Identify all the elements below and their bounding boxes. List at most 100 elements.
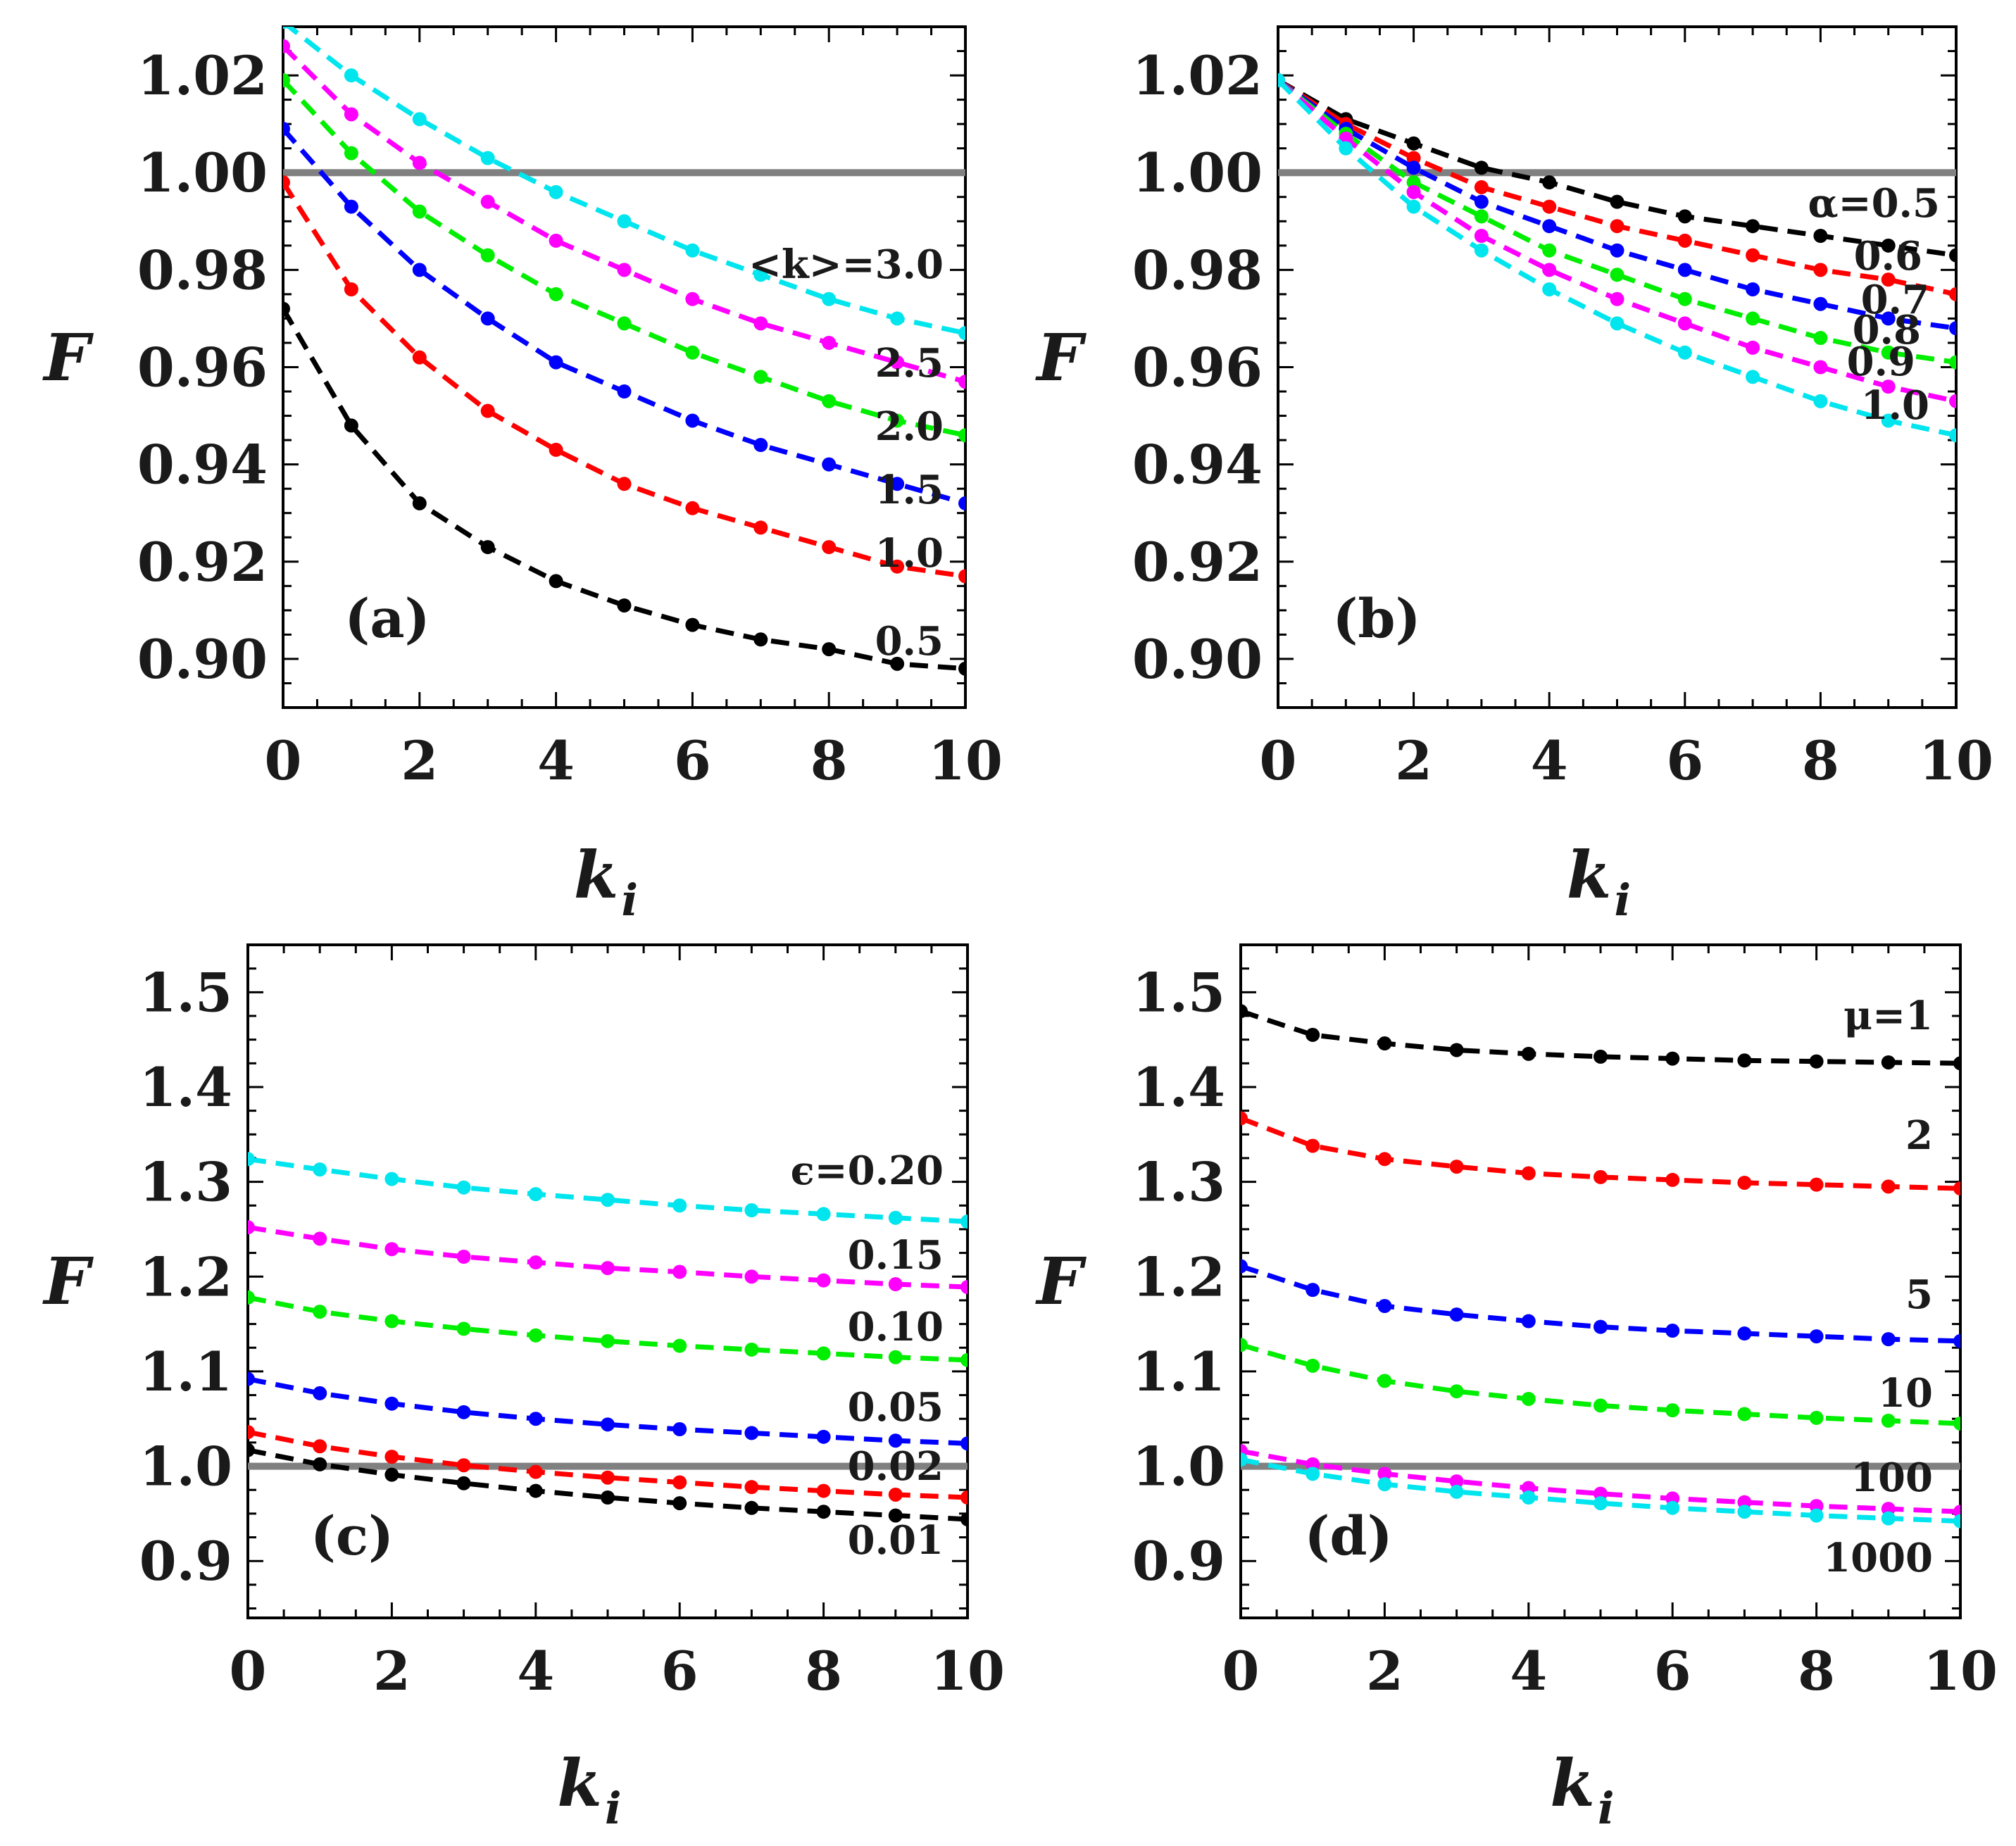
data-point bbox=[1449, 1160, 1464, 1174]
data-point bbox=[617, 384, 632, 399]
data-point bbox=[1953, 1056, 1960, 1071]
series-line bbox=[248, 1156, 968, 1224]
data-point bbox=[1474, 229, 1489, 244]
data-point bbox=[960, 1512, 968, 1526]
data-point bbox=[958, 428, 965, 443]
y-tick-label: 1.00 bbox=[137, 142, 268, 204]
x-tick-label: 2 bbox=[373, 1640, 411, 1702]
data-point bbox=[456, 1405, 471, 1419]
data-point bbox=[1449, 1043, 1464, 1057]
y-tick-label: 1.1 bbox=[1132, 1340, 1225, 1403]
data-point bbox=[283, 175, 290, 190]
data-point bbox=[1809, 1054, 1824, 1069]
y-tick-label: 1.0 bbox=[139, 1436, 232, 1498]
x-tick-label: 0 bbox=[265, 729, 302, 792]
data-point bbox=[1949, 428, 1956, 443]
series-line bbox=[1278, 77, 1956, 258]
data-point bbox=[412, 263, 427, 277]
data-point bbox=[248, 1290, 255, 1305]
data-point bbox=[1306, 1467, 1320, 1481]
data-point bbox=[1474, 243, 1489, 258]
data-point bbox=[744, 1480, 759, 1495]
data-point bbox=[958, 496, 965, 510]
data-point bbox=[617, 316, 632, 331]
x-axis-label: k bbox=[574, 837, 619, 913]
data-point bbox=[1610, 316, 1624, 331]
data-point bbox=[822, 540, 837, 555]
data-point bbox=[890, 477, 905, 491]
data-point bbox=[344, 146, 358, 161]
data-point bbox=[344, 68, 358, 83]
x-tick-label: 6 bbox=[674, 729, 711, 792]
data-point bbox=[283, 27, 289, 30]
data-point bbox=[1610, 219, 1624, 234]
data-point bbox=[1449, 1484, 1464, 1499]
panel-a: 0 2 4 6 8 10 0.90 0.92 0.94 0.96 0.98 1.00 1.02 Fk i 0.… bbox=[42, 25, 1003, 926]
data-point bbox=[958, 375, 965, 389]
data-point bbox=[1241, 1004, 1248, 1019]
data-point bbox=[1594, 1398, 1608, 1413]
data-point bbox=[1813, 394, 1828, 408]
series-line bbox=[1241, 1457, 1960, 1524]
x-tick-label: 8 bbox=[810, 729, 848, 792]
x-tick-label: 4 bbox=[517, 1640, 554, 1702]
series-label: 1.0 bbox=[1861, 382, 1929, 429]
data-point bbox=[1306, 1283, 1320, 1298]
data-point bbox=[1377, 1477, 1392, 1492]
series-label: 10 bbox=[1878, 1370, 1933, 1417]
data-point bbox=[1665, 1403, 1680, 1418]
data-point bbox=[1881, 379, 1896, 394]
data-point bbox=[617, 214, 632, 229]
data-point bbox=[313, 1439, 327, 1454]
x-axis-label-subscript: i bbox=[605, 1783, 622, 1834]
data-point bbox=[344, 199, 358, 214]
data-point bbox=[672, 1338, 687, 1353]
data-point bbox=[672, 1422, 687, 1437]
x-tick-label: 0 bbox=[1222, 1640, 1260, 1702]
data-point bbox=[1610, 194, 1624, 209]
data-point bbox=[685, 501, 700, 515]
data-point bbox=[1521, 1046, 1536, 1061]
data-point bbox=[412, 350, 427, 365]
data-point bbox=[1594, 1049, 1608, 1064]
data-point bbox=[890, 311, 905, 326]
data-point bbox=[816, 1505, 831, 1519]
y-tick-label: 1.02 bbox=[1132, 44, 1263, 107]
data-point bbox=[456, 1476, 471, 1490]
series-label: 0.7 bbox=[1861, 277, 1929, 323]
data-point bbox=[753, 632, 768, 647]
data-point bbox=[1241, 1111, 1248, 1126]
data-point bbox=[283, 73, 290, 87]
data-point bbox=[960, 1280, 968, 1295]
data-point bbox=[888, 1350, 903, 1364]
data-point bbox=[1521, 1490, 1536, 1505]
data-point bbox=[1306, 1027, 1320, 1042]
x-tick-label: 8 bbox=[1802, 729, 1839, 792]
series-label: 0.05 bbox=[848, 1384, 944, 1431]
data-point bbox=[1813, 331, 1828, 346]
data-point bbox=[672, 1496, 687, 1511]
data-point bbox=[344, 282, 358, 296]
series-line bbox=[248, 1295, 968, 1363]
data-point bbox=[480, 194, 495, 209]
data-point bbox=[456, 1180, 471, 1195]
data-point bbox=[549, 355, 563, 370]
y-tick-label: 0.92 bbox=[137, 531, 268, 594]
data-point bbox=[1542, 219, 1557, 234]
data-point bbox=[888, 1508, 903, 1523]
data-point bbox=[549, 287, 563, 301]
y-tick-label: 0.96 bbox=[137, 337, 268, 399]
data-point bbox=[888, 1210, 903, 1225]
data-point bbox=[1377, 1152, 1392, 1167]
data-point bbox=[344, 107, 358, 122]
x-axis-label-subscript: i bbox=[1598, 1783, 1615, 1834]
x-axis-label: k bbox=[1567, 837, 1612, 913]
x-tick-label: 2 bbox=[1366, 1640, 1403, 1702]
series-label: 0.15 bbox=[848, 1232, 944, 1279]
data-point bbox=[412, 204, 427, 219]
y-axis-label: F bbox=[1034, 320, 1087, 396]
data-point bbox=[601, 1261, 615, 1276]
data-point bbox=[384, 1314, 399, 1329]
data-point bbox=[248, 1371, 255, 1386]
